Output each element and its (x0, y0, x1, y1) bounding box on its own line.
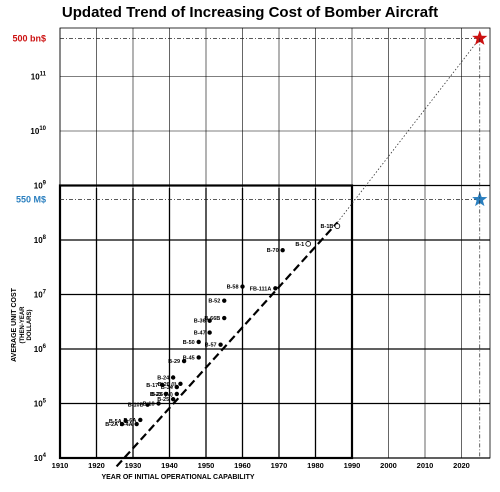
x-tick-label: 1980 (307, 461, 324, 470)
annotations: 500 bn$ 550 M$ (12, 30, 488, 458)
data-points: B-2AB-5AB-4AB-6AB-10B B-18B-23B-17B-25B-2… (105, 223, 341, 428)
data-point-label: B-1B (321, 224, 334, 230)
data-point-label: B-17 (146, 383, 158, 389)
y-tick-label: 109 (34, 181, 47, 191)
annotation-label: 550 M$ (16, 195, 46, 205)
data-point (334, 223, 341, 229)
data-point-label: B-5A (109, 419, 122, 425)
data-point (145, 402, 150, 407)
axis-labels: YEAR OF INITIAL OPERATIONAL CAPABILITY A… (11, 287, 255, 481)
x-tick-label: 2010 (417, 461, 434, 470)
data-point (174, 391, 179, 397)
data-point-label: B-29 (168, 359, 180, 365)
y-tick-label: 108 (34, 235, 47, 245)
data-point (273, 286, 278, 291)
x-tick-label: 1960 (234, 461, 251, 470)
x-tick-label: 2000 (380, 461, 397, 470)
data-point (280, 247, 285, 253)
trend-line (115, 221, 339, 468)
data-point-label: B-6A (123, 418, 136, 424)
data-point (123, 418, 128, 424)
y-tick-label: 105 (34, 399, 47, 409)
data-point-label: B-1 (295, 242, 304, 248)
outer-frame (59, 27, 491, 459)
data-point-label: B-26 (I) (158, 382, 177, 388)
data-point-label: B-18 (143, 402, 155, 408)
data-point-label: B-70 (267, 248, 279, 254)
data-point (170, 375, 176, 380)
data-point-label: B-45 (183, 355, 195, 361)
y-axis-label-sub1: (THEN-YEAR (20, 306, 26, 344)
data-point (170, 396, 176, 402)
data-point (207, 318, 212, 323)
x-axis-ticks: 1910 1920 1930 1940 1950 1960 1970 1980 1990 2000… (52, 461, 470, 470)
x-tick-label: 1970 (271, 461, 288, 470)
y-axis-label-sub2: DOLLARS) (27, 310, 33, 341)
data-point (156, 401, 161, 406)
chart-title: Updated Trend of Increasing Cost of Bomb… (61, 4, 439, 21)
y-tick-label: 1010 (30, 126, 46, 136)
data-point-label: B-25 (157, 397, 169, 403)
data-point-label: FB-111A (250, 286, 272, 292)
x-tick-label: 1920 (88, 461, 105, 470)
x-axis-label: YEAR OF INITIAL OPERATIONAL CAPABILITY (101, 474, 254, 481)
data-point-label: B-57 (205, 343, 217, 349)
y-axis-label: AVERAGE UNIT COST (11, 287, 18, 361)
plot-frame (58, 27, 491, 460)
data-point (163, 391, 169, 397)
data-point (240, 284, 245, 289)
data-point (207, 330, 212, 335)
x-tick-label: 1930 (125, 461, 142, 470)
data-point-label: B-2A (105, 422, 118, 428)
data-point (222, 298, 227, 303)
extrapolation-line (337, 38, 481, 223)
data-point (222, 315, 227, 321)
y-axis-ticks: 104 105 106 107 108 109 1010 1011 (30, 72, 46, 464)
data-point (181, 358, 187, 364)
annotation-label: 500 bn$ (12, 33, 46, 43)
data-point-label: B-66B (204, 316, 220, 322)
x-tick-label: 1910 (52, 461, 69, 470)
data-point-label: B-26 (M) (151, 392, 173, 398)
data-point (134, 421, 139, 427)
data-point-label: B-50 (183, 340, 195, 346)
data-point-label: B-4A (120, 422, 133, 428)
x-tick-label: 1990 (344, 461, 361, 470)
data-point-label: B-10B (128, 403, 144, 409)
y-tick-label: 1011 (31, 72, 47, 82)
data-point (119, 421, 125, 427)
x-tick-label: 2020 (453, 461, 470, 470)
data-point-label: B-23 (150, 392, 162, 398)
annotation-star (472, 30, 488, 45)
x-tick-label: 1940 (161, 461, 178, 470)
y-tick-label: 107 (34, 290, 47, 300)
data-point-label: B-24 (157, 375, 170, 381)
trend-lines (115, 38, 481, 468)
y-tick-label: 106 (34, 344, 47, 354)
data-point-label: B-52 (208, 299, 220, 305)
data-point (174, 384, 179, 390)
data-point (178, 381, 183, 386)
data-point-label: B-34 (161, 385, 174, 391)
data-point-label: B-58 (227, 285, 239, 291)
data-point (196, 339, 201, 345)
x-tick-label: 1950 (198, 461, 215, 470)
annotation-star (472, 191, 488, 207)
grid (59, 28, 490, 459)
data-point-label: B-36 (194, 319, 206, 325)
data-point (196, 355, 201, 360)
data-point (159, 382, 165, 388)
data-point (305, 241, 312, 247)
data-point-label: B-47 (194, 331, 206, 337)
data-point (218, 342, 223, 347)
y-tick-label: 104 (34, 453, 47, 463)
data-point (138, 417, 143, 423)
